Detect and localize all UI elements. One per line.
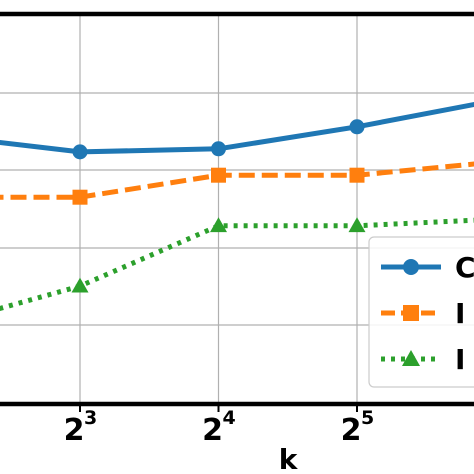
x-tick-label-base-2: 2 [341, 413, 362, 448]
legend-label-2: I [455, 343, 465, 376]
x-tick-label-exp-1: 4 [223, 407, 236, 429]
x-axis-label: k [279, 443, 299, 474]
x-tick-label-exp-0: 3 [84, 407, 97, 429]
legend-marker-1 [403, 305, 419, 321]
data-point-s1-3 [349, 167, 365, 183]
data-point-s0-1 [72, 144, 88, 160]
series-layer [0, 101, 474, 312]
legend: CII [368, 236, 474, 388]
x-tick-label-base-0: 2 [64, 413, 85, 448]
legend-marker-2 [402, 350, 420, 366]
data-point-s2-1 [71, 277, 89, 293]
legend-label-0: C [455, 251, 474, 284]
grid [0, 14, 474, 404]
data-point-s0-3 [349, 119, 365, 135]
data-point-s0-2 [211, 141, 226, 157]
data-point-s2-3 [348, 217, 366, 233]
data-point-s1-2 [211, 167, 226, 183]
data-point-s1-1 [72, 189, 88, 205]
legend-label-1: I [455, 297, 465, 330]
legend-marker-0 [403, 259, 419, 275]
x-tick-label-exp-2: 5 [361, 407, 374, 429]
data-point-s2-2 [210, 217, 227, 233]
x-tick-label-base-1: 2 [202, 413, 223, 448]
